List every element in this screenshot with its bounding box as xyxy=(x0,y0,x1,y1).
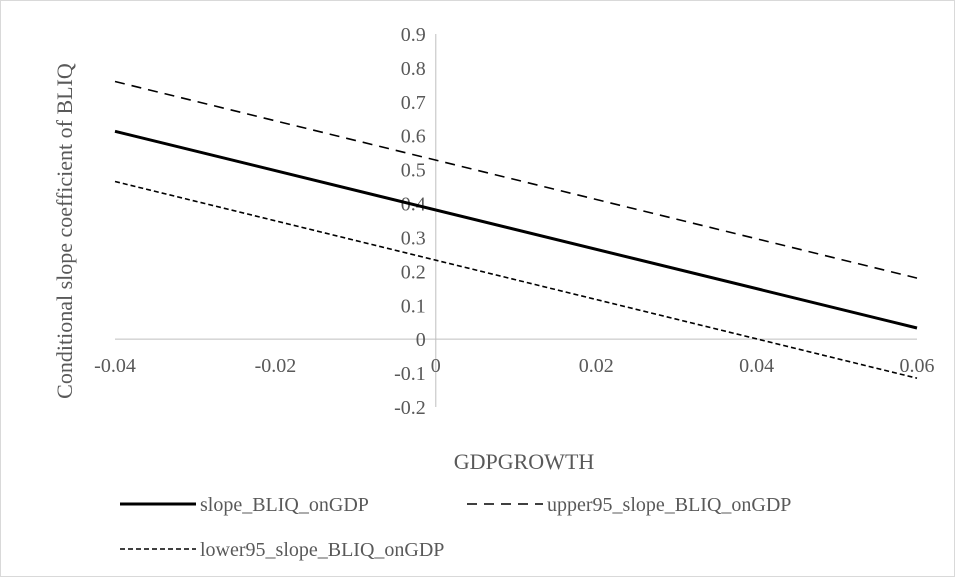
y-tick-label: 0 xyxy=(416,329,426,351)
y-tick-label: 0.3 xyxy=(401,227,426,249)
legend: slope_BLIQ_onGDP upper95_slope_BLIQ_onGDP… xyxy=(120,494,791,561)
y-tick-label: 0.9 xyxy=(401,24,426,46)
series-line-1 xyxy=(114,129,918,330)
y-tick-label: -0.1 xyxy=(394,363,426,385)
y-tick-label: -0.2 xyxy=(394,397,426,419)
legend-item-3: lower95_slope_BLIQ_onGDP xyxy=(120,539,444,561)
x-tick-label: -0.04 xyxy=(94,355,136,377)
y-tick-labels: -0.2-0.100.10.20.30.40.50.60.70.80.9 xyxy=(394,24,426,419)
series-line-3 xyxy=(114,180,918,379)
x-tick-label: 0.02 xyxy=(579,355,614,377)
y-tick-label: 0.8 xyxy=(401,58,426,80)
legend-item-2: upper95_slope_BLIQ_onGDP xyxy=(467,494,791,516)
y-tick-label: 0.7 xyxy=(401,92,426,114)
y-tick-label: 0.1 xyxy=(401,295,426,317)
legend-label: slope_BLIQ_onGDP xyxy=(200,494,369,516)
x-tick-labels: -0.04 -0.02 0 0.02 0.04 0.06 xyxy=(94,355,934,377)
legend-label: upper95_slope_BLIQ_onGDP xyxy=(547,494,791,516)
legend-item-1: slope_BLIQ_onGDP xyxy=(120,494,369,516)
axes xyxy=(115,34,917,407)
x-tick-label: 0.04 xyxy=(739,355,774,377)
legend-label: lower95_slope_BLIQ_onGDP xyxy=(200,539,444,561)
x-axis-title: GDPGROWTH xyxy=(454,449,595,474)
y-tick-label: 0.5 xyxy=(401,160,426,182)
series-line-2 xyxy=(114,80,918,279)
x-tick-label: 0.06 xyxy=(900,355,935,377)
series-lines xyxy=(114,80,918,379)
y-axis-title: Conditional slope coefficient of BLIQ xyxy=(52,63,77,399)
x-tick-label: -0.02 xyxy=(255,355,297,377)
y-tick-label: 0.2 xyxy=(401,261,426,283)
x-tick-label: 0 xyxy=(431,355,441,377)
y-tick-label: 0.6 xyxy=(401,126,426,148)
